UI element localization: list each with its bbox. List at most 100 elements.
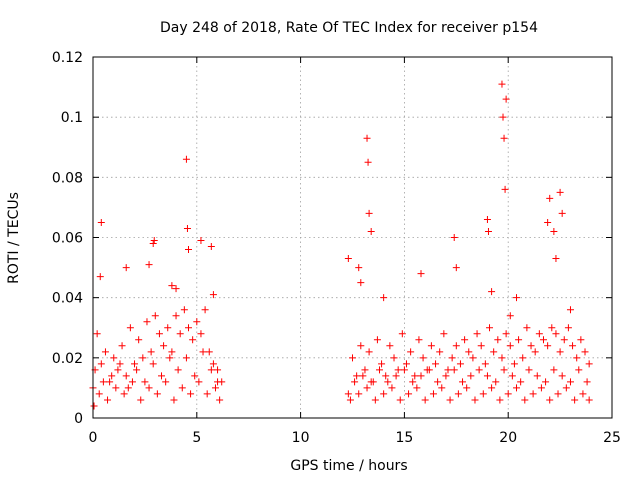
data-point [182,155,190,163]
data-point [355,390,363,398]
data-point [523,324,531,332]
data-point [361,366,369,374]
data-point [446,396,454,404]
data-point [506,312,514,320]
data-point [450,366,458,374]
data-point [97,360,105,368]
data-point [438,384,446,392]
data-point [145,384,153,392]
data-point [114,366,122,374]
y-tick-label: 0 [74,411,83,427]
data-point [434,378,442,386]
data-point [365,348,373,356]
data-point [477,342,485,350]
data-point [481,360,489,368]
data-point [515,336,523,344]
data-point [484,227,492,235]
data-point [197,237,205,245]
data-point [527,342,535,350]
data-point [542,378,550,386]
data-point [189,336,197,344]
data-point [388,384,396,392]
data-point [116,360,124,368]
data-point [104,396,112,404]
data-point [564,324,572,332]
data-point [402,360,410,368]
x-tick-label: 5 [192,430,201,446]
data-point [139,354,147,362]
data-point [396,396,404,404]
data-point [525,366,533,374]
data-point [126,324,134,332]
data-point [471,396,479,404]
data-point [552,330,560,338]
data-point [442,372,450,380]
data-point [558,209,566,217]
x-tick-label: 10 [292,430,310,446]
data-point [554,390,562,398]
data-point [560,336,568,344]
data-point [378,360,386,368]
y-tick-label: 0.08 [52,170,83,186]
data-point [461,336,469,344]
data-point [504,390,512,398]
data-point [373,336,381,344]
data-point [386,342,394,350]
data-point [122,372,130,380]
x-tick-label: 25 [603,430,621,446]
data-point [149,240,157,248]
data-point [176,330,184,338]
data-point [96,273,104,281]
data-point [440,330,448,338]
data-point [465,348,473,356]
data-point [355,264,363,272]
data-point [349,354,356,362]
data-point [371,396,379,404]
data-point [390,354,398,362]
data-point [120,390,128,398]
data-point [351,378,359,386]
data-point [427,342,435,350]
data-point [131,360,139,368]
data-point [483,372,491,380]
data-point [508,372,516,380]
data-point [544,342,552,350]
data-point [207,243,215,251]
data-point [382,372,390,380]
data-point [344,390,352,398]
data-point [510,360,518,368]
data-point [141,378,149,386]
data-point [143,318,151,326]
data-point [488,288,496,296]
data-point [346,396,354,404]
data-point [581,348,589,356]
x-tick-label: 0 [89,430,98,446]
data-point [546,396,554,404]
data-point [502,95,510,103]
data-point [407,348,415,356]
data-point [550,227,558,235]
data-point [425,366,433,374]
data-point [137,396,145,404]
data-point [357,342,365,350]
data-point [201,306,209,314]
data-point [469,354,477,362]
data-point [359,372,367,380]
data-point [444,366,452,374]
data-point [513,384,521,392]
data-point [500,366,508,374]
data-point [479,390,487,398]
data-point [122,264,130,272]
data-point [413,384,421,392]
data-point [415,336,423,344]
data-point [506,342,514,350]
data-point [488,384,496,392]
data-point [494,336,502,344]
data-point [513,294,521,302]
data-point [357,279,365,287]
data-point [519,354,527,362]
x-axis-label: GPS time / hours [290,458,407,474]
data-point [97,218,105,226]
data-point [500,134,508,142]
data-point [452,264,460,272]
